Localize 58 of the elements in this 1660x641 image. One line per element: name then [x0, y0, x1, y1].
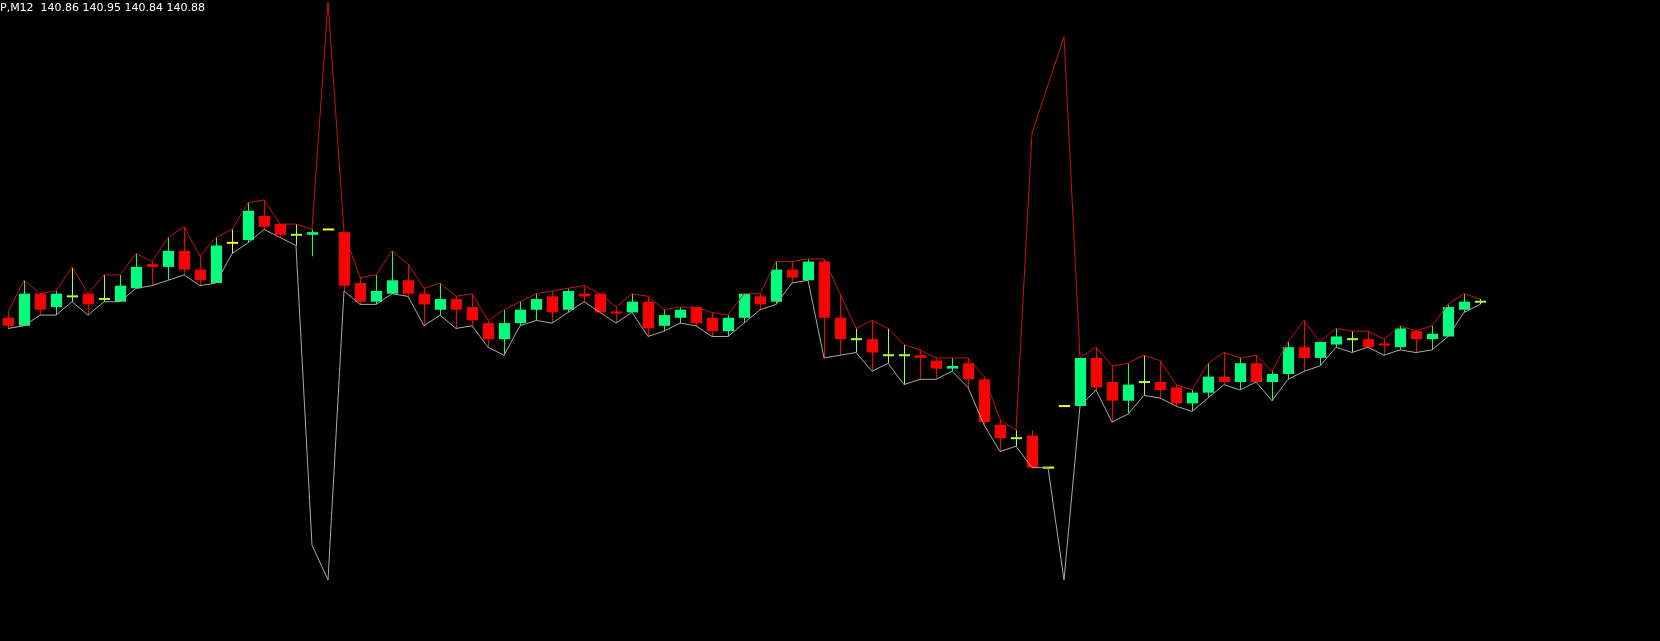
candlestick: [354, 277, 367, 305]
candlestick: [786, 261, 799, 284]
candlestick: [514, 301, 527, 327]
candlestick: [658, 309, 671, 332]
candlestick: [1250, 354, 1263, 383]
candlestick: [898, 344, 911, 386]
candlestick: [1186, 389, 1199, 412]
candlestick: [1218, 352, 1231, 386]
candlestick: [530, 293, 543, 321]
candlestick: [130, 253, 143, 289]
candlestick: [930, 357, 943, 380]
candlestick: [722, 314, 735, 337]
candlestick: [498, 309, 511, 356]
candlestick: [98, 274, 111, 303]
candlestick: [834, 293, 847, 356]
candlestick: [706, 311, 719, 337]
candlestick: [1458, 293, 1471, 313]
candlestick: [226, 228, 239, 255]
candlestick: [178, 226, 191, 276]
candlestick: [290, 223, 303, 247]
candlestick: [66, 266, 79, 303]
candlestick: [1346, 330, 1359, 354]
candlestick: [994, 418, 1007, 453]
candlestick: [402, 263, 415, 297]
candlestick: [1266, 370, 1279, 402]
candlestick: [146, 261, 159, 287]
candlestick: [1122, 362, 1135, 415]
candlestick: [1330, 327, 1343, 348]
candlestick: [1298, 319, 1311, 372]
candlestick: [1234, 357, 1247, 391]
candlestick: [1202, 362, 1215, 399]
candlestick: [1106, 365, 1119, 423]
candlestick: [1170, 384, 1183, 407]
candlestick: [482, 319, 495, 348]
candlestick: [882, 327, 895, 364]
candlestick: [370, 274, 383, 305]
candlestick: [434, 282, 447, 316]
candlestick: [466, 293, 479, 327]
candlestick: [962, 357, 975, 388]
candlestick: [306, 228, 319, 257]
candlestick: [1394, 325, 1407, 351]
candlestick: [386, 250, 399, 295]
candlestick: [546, 290, 559, 324]
chart-title: P,M12 140.86 140.95 140.84 140.88: [0, 1, 206, 14]
candlestick: [162, 236, 175, 281]
candlestick: [914, 349, 927, 380]
candlestick: [450, 295, 463, 329]
candlestick: [1138, 354, 1151, 396]
candlestick: [1154, 360, 1167, 399]
candlestick: [50, 290, 63, 316]
candlestick: [258, 199, 271, 230]
candlestick: [850, 327, 863, 354]
candlestick: [194, 255, 207, 287]
candlestick: [562, 287, 575, 313]
candlestick: [1426, 325, 1439, 351]
candlestick: [866, 319, 879, 372]
candlestick: [418, 287, 431, 327]
candlestick: [1314, 341, 1327, 367]
